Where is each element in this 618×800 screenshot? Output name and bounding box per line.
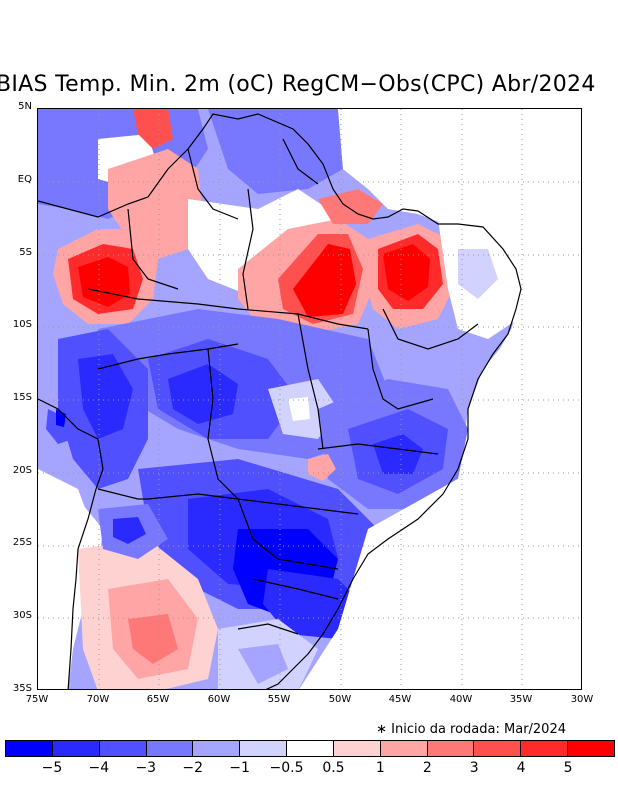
colorbar-box — [99, 741, 147, 756]
map-title: BIAS Temp. Min. 2m (oC) RegCM−Obs(CPC) A… — [0, 72, 596, 97]
colorbar-label: 1 — [375, 760, 385, 776]
colorbar-box — [474, 741, 522, 756]
lat-label: 15S — [12, 392, 32, 403]
colorbar-label: −3 — [135, 760, 157, 776]
colorbar-box — [6, 741, 53, 756]
colorbar-box — [146, 741, 194, 756]
colorbar-box — [427, 741, 475, 756]
lat-label: 25S — [12, 537, 32, 548]
colorbar-label: −4 — [88, 760, 110, 776]
run-start-note: ∗ Inicio da rodada: Mar/2024 — [376, 722, 566, 737]
colorbar-box — [52, 741, 100, 756]
lat-label: 10S — [12, 319, 32, 330]
lon-label: 50W — [328, 694, 352, 705]
colorbar-label: 5 — [563, 760, 573, 776]
bias-field — [38, 109, 581, 689]
lon-label: 35W — [509, 694, 533, 705]
colorbar — [5, 740, 615, 757]
lat-label: 35S — [12, 683, 32, 694]
lat-label: 20S — [12, 465, 32, 476]
lat-label: 5N — [18, 101, 32, 112]
borders — [38, 113, 522, 689]
colorbar-box — [240, 741, 288, 756]
lon-label: 60W — [207, 694, 231, 705]
amapa-warm — [318, 189, 383, 224]
colorbar-label: 4 — [516, 760, 526, 776]
gridlines — [38, 109, 581, 689]
lon-label: 30W — [570, 694, 594, 705]
colorbar-box — [568, 741, 614, 756]
lon-label: 40W — [449, 694, 473, 705]
lon-label: 70W — [86, 694, 110, 705]
colorbar-box — [380, 741, 428, 756]
lat-label: EQ — [17, 174, 32, 185]
lon-label: 45W — [388, 694, 412, 705]
lon-label: 55W — [267, 694, 291, 705]
colorbar-label: −0.5 — [269, 760, 304, 776]
colorbar-label: 0.5 — [322, 760, 345, 776]
colorbar-box — [193, 741, 241, 756]
bias-map — [37, 108, 582, 690]
lon-label: 65W — [146, 694, 170, 705]
lon-label: 75W — [25, 694, 49, 705]
lat-label: 30S — [12, 610, 32, 621]
colorbar-box — [287, 741, 334, 756]
colorbar-box — [521, 741, 569, 756]
colorbar-box — [333, 741, 381, 756]
colorbar-label: −2 — [182, 760, 203, 776]
colorbar-label: −1 — [229, 760, 250, 776]
colorbar-label: 2 — [422, 760, 432, 776]
colorbar-label: −5 — [41, 760, 63, 776]
lat-label: 5S — [19, 247, 32, 258]
colorbar-label: 3 — [469, 760, 479, 776]
